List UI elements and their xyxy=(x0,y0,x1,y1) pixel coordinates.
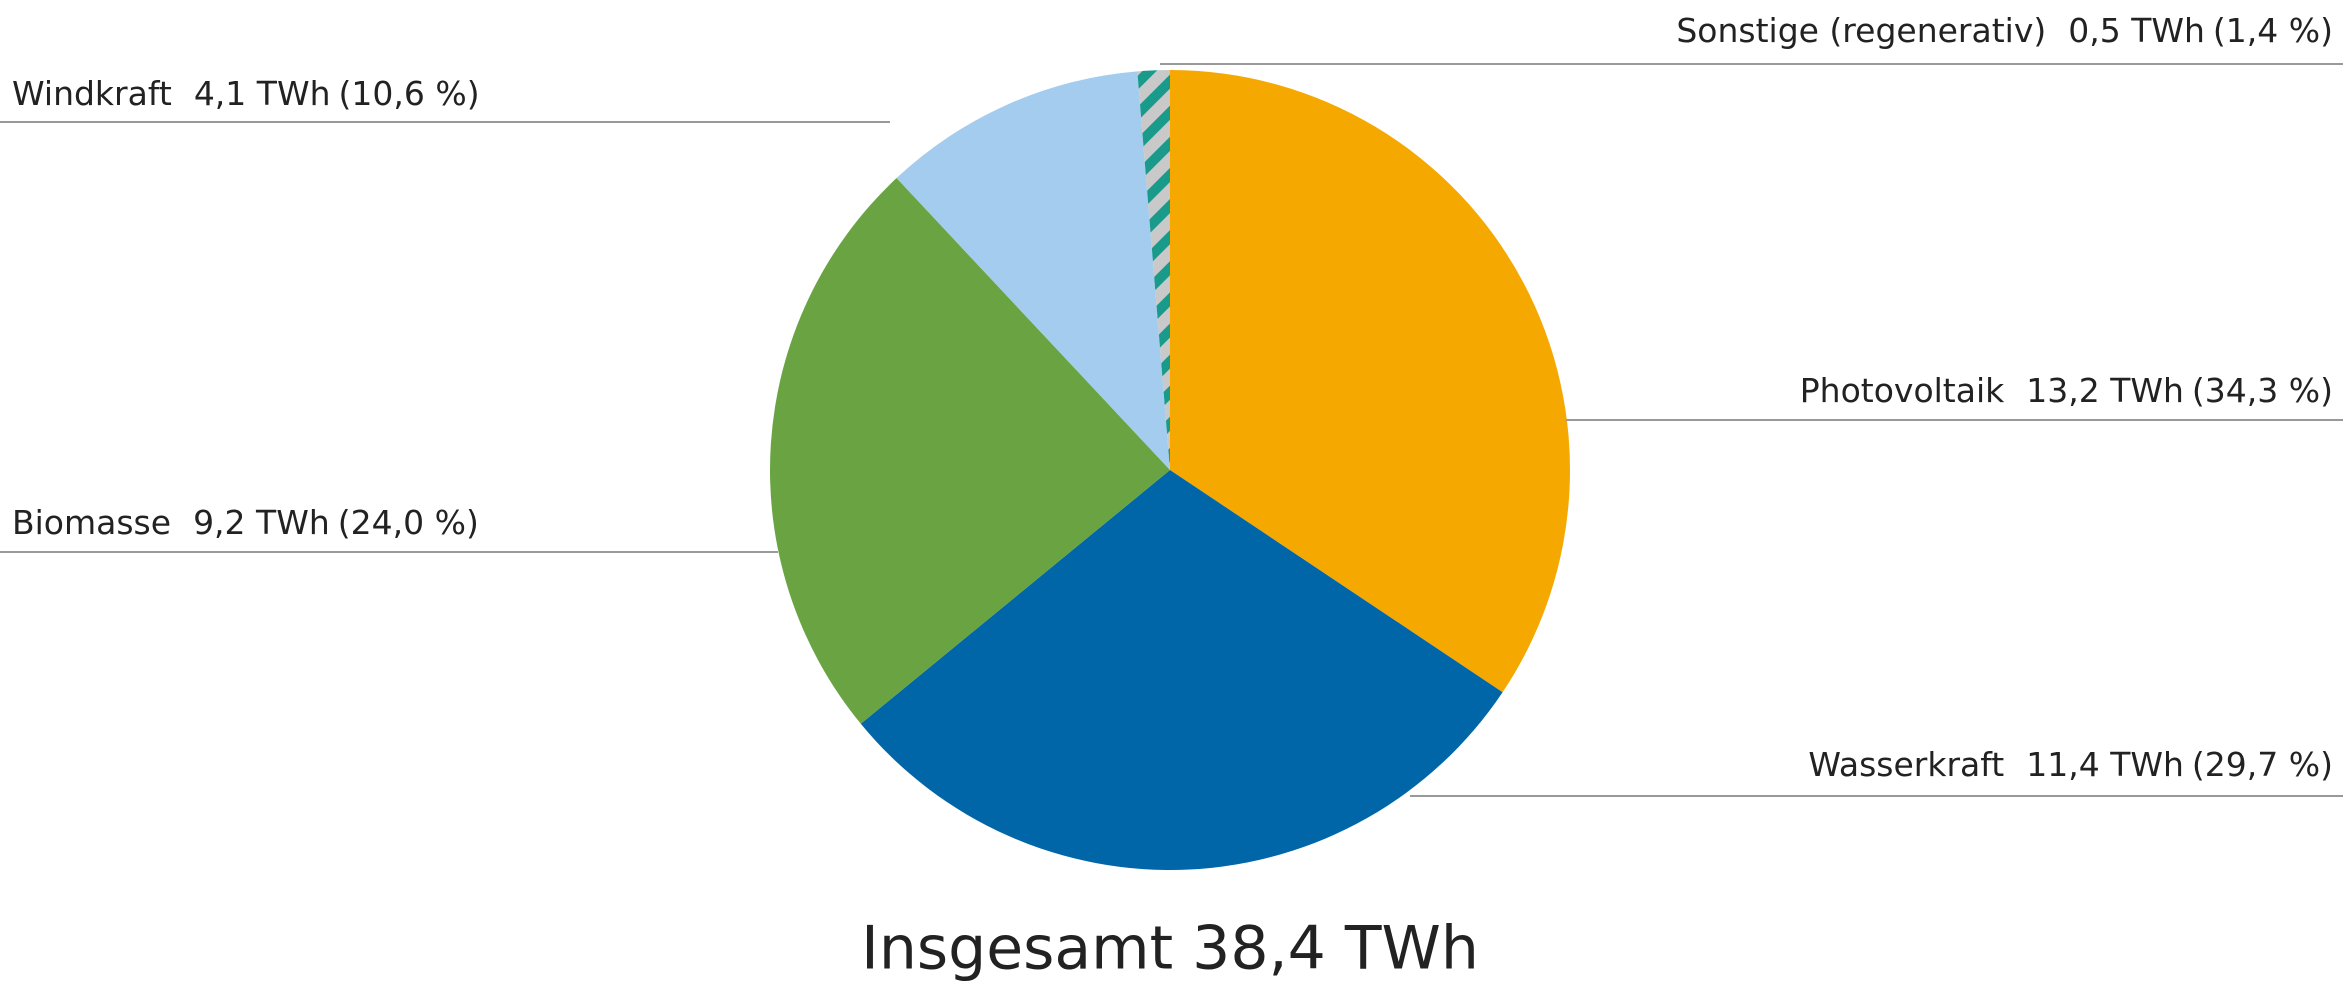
slice-label: Wasserkraft 11,4 TWh (29,7 %) xyxy=(1808,745,2333,784)
share-label: (10,6 %) xyxy=(339,74,480,113)
value-label: 0,5 TWh xyxy=(2068,11,2205,50)
slice-label: Photovoltaik 13,2 TWh (34,3 %) xyxy=(1800,371,2333,410)
pie-slice xyxy=(860,470,1503,871)
category-label: Biomasse xyxy=(12,503,171,542)
value-label: 4,1 TWh xyxy=(194,74,331,113)
chart-title: Insgesamt 38,4 TWh xyxy=(861,914,1479,984)
category-label: Windkraft xyxy=(12,74,172,113)
pie-slice xyxy=(896,71,1170,471)
value-label: 9,2 TWh xyxy=(193,503,330,542)
share-label: (34,3 %) xyxy=(2192,371,2333,410)
share-label: (29,7 %) xyxy=(2192,745,2333,784)
value-label: 13,2 TWh xyxy=(2026,371,2184,410)
value-label: 11,4 TWh xyxy=(2026,745,2184,784)
share-label: (24,0 %) xyxy=(338,503,479,542)
share-label: (1,4 %) xyxy=(2213,11,2333,50)
slice-label: Sonstige (regenerativ) 0,5 TWh (1,4 %) xyxy=(1676,11,2333,50)
pie-slice xyxy=(1137,70,1170,470)
slice-label: Biomasse 9,2 TWh (24,0 %) xyxy=(12,503,479,542)
pie-slice xyxy=(1170,70,1570,693)
category-label: Wasserkraft xyxy=(1808,745,2004,784)
slice-label: Windkraft 4,1 TWh (10,6 %) xyxy=(12,74,480,113)
category-label: Sonstige (regenerativ) xyxy=(1676,11,2046,50)
category-label: Photovoltaik xyxy=(1800,371,2005,410)
pie-slice xyxy=(770,178,1170,724)
